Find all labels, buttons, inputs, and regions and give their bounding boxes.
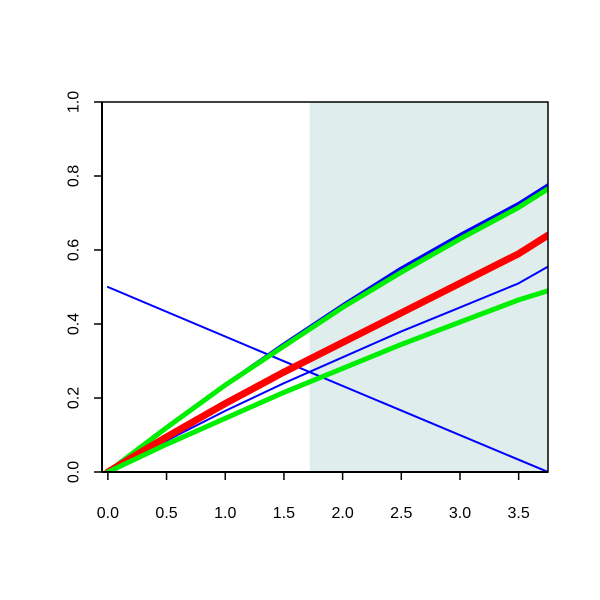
x-tick-label: 3.0 [449,505,471,522]
x-tick-label: 1.5 [273,505,295,522]
y-axis-ticks: 0.0 0.2 0.4 0.6 0.8 1.0 [66,91,102,483]
series-layer [104,183,548,472]
x-tick-label: 0.0 [97,505,119,522]
x-tick-label: 3.5 [508,505,530,522]
y-tick-label: 0.2 [66,387,83,409]
x-tick-label: 2.0 [331,505,353,522]
x-tick-label: 2.5 [390,505,412,522]
x-axis-ticks: 0.0 0.5 1.0 1.5 2.0 2.5 3.0 3.5 [97,472,530,522]
series-line-4 [105,186,548,472]
x-tick-label: 0.5 [155,505,177,522]
y-tick-label: 1.0 [66,91,83,113]
series-line-5 [104,231,548,472]
x-tick-label: 1.0 [214,505,236,522]
y-tick-label: 0.8 [66,165,83,187]
y-tick-label: 0.0 [66,461,83,483]
series-line-2 [106,265,548,472]
y-tick-label: 0.6 [66,239,83,261]
y-tick-label: 0.4 [66,313,83,335]
series-line-6 [105,288,548,472]
